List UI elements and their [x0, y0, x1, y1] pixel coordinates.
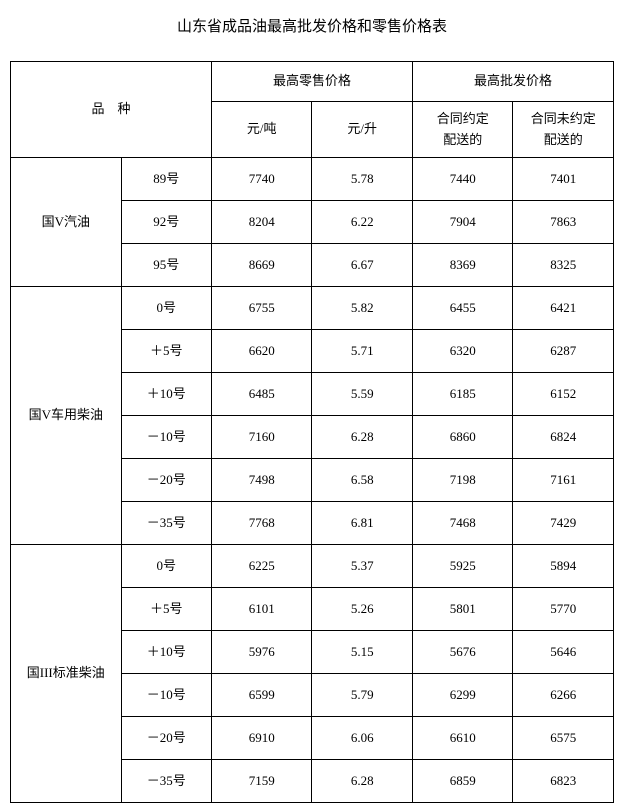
- cell-contract: 6185: [412, 373, 512, 416]
- cell-contract: 7198: [412, 459, 512, 502]
- cell-liter: 6.58: [312, 459, 413, 502]
- cell-liter: 6.28: [312, 760, 413, 803]
- cell-group-name: 国III标准柴油: [11, 545, 122, 803]
- cell-ton: 7768: [211, 502, 311, 545]
- col-yuan-per-ton: 元/吨: [211, 102, 311, 158]
- cell-liter: 5.37: [312, 545, 413, 588]
- cell-ton: 7160: [211, 416, 311, 459]
- cell-grade: －20号: [121, 717, 211, 760]
- cell-contract: 5801: [412, 588, 512, 631]
- cell-nocontract: 6575: [513, 717, 614, 760]
- cell-grade: －10号: [121, 674, 211, 717]
- col-category: 品 种: [11, 62, 212, 158]
- cell-group-name: 国V车用柴油: [11, 287, 122, 545]
- cell-grade: ＋10号: [121, 373, 211, 416]
- cell-nocontract: 5770: [513, 588, 614, 631]
- cell-liter: 6.06: [312, 717, 413, 760]
- cell-contract: 6320: [412, 330, 512, 373]
- cell-ton: 6620: [211, 330, 311, 373]
- cell-liter: 5.59: [312, 373, 413, 416]
- cell-grade: 92号: [121, 201, 211, 244]
- cell-ton: 6910: [211, 717, 311, 760]
- cell-nocontract: 6823: [513, 760, 614, 803]
- cell-contract: 6299: [412, 674, 512, 717]
- cell-grade: －35号: [121, 760, 211, 803]
- cell-ton: 5976: [211, 631, 311, 674]
- cell-contract: 5925: [412, 545, 512, 588]
- cell-liter: 5.79: [312, 674, 413, 717]
- cell-liter: 6.28: [312, 416, 413, 459]
- cell-contract: 6455: [412, 287, 512, 330]
- col-yuan-per-liter: 元/升: [312, 102, 413, 158]
- cell-nocontract: 6266: [513, 674, 614, 717]
- cell-contract: 5676: [412, 631, 512, 674]
- cell-contract: 6860: [412, 416, 512, 459]
- cell-ton: 6101: [211, 588, 311, 631]
- cell-nocontract: 8325: [513, 244, 614, 287]
- cell-liter: 5.26: [312, 588, 413, 631]
- table-body: 国V汽油89号77405.787440740192号82046.22790478…: [11, 158, 614, 803]
- cell-ton: 8669: [211, 244, 311, 287]
- table-row: 国V车用柴油0号67555.8264556421: [11, 287, 614, 330]
- cell-grade: 0号: [121, 287, 211, 330]
- col-wholesale-group: 最高批发价格: [412, 62, 613, 102]
- cell-liter: 5.82: [312, 287, 413, 330]
- cell-contract: 8369: [412, 244, 512, 287]
- cell-contract: 6610: [412, 717, 512, 760]
- cell-liter: 5.78: [312, 158, 413, 201]
- col-retail-group: 最高零售价格: [211, 62, 412, 102]
- cell-contract: 6859: [412, 760, 512, 803]
- cell-ton: 6755: [211, 287, 311, 330]
- cell-ton: 8204: [211, 201, 311, 244]
- cell-ton: 6599: [211, 674, 311, 717]
- cell-ton: 7159: [211, 760, 311, 803]
- cell-group-name: 国V汽油: [11, 158, 122, 287]
- table-row: 国V汽油89号77405.7874407401: [11, 158, 614, 201]
- cell-liter: 5.71: [312, 330, 413, 373]
- cell-grade: 0号: [121, 545, 211, 588]
- cell-contract: 7440: [412, 158, 512, 201]
- cell-nocontract: 5894: [513, 545, 614, 588]
- cell-liter: 6.67: [312, 244, 413, 287]
- cell-ton: 6485: [211, 373, 311, 416]
- col-contract-delivery: 合同约定配送的: [412, 102, 512, 158]
- cell-grade: 95号: [121, 244, 211, 287]
- cell-grade: ＋5号: [121, 330, 211, 373]
- cell-contract: 7468: [412, 502, 512, 545]
- cell-nocontract: 5646: [513, 631, 614, 674]
- cell-ton: 6225: [211, 545, 311, 588]
- table-header: 品 种最高零售价格最高批发价格元/吨元/升合同约定配送的合同未约定配送的: [11, 62, 614, 158]
- cell-ton: 7498: [211, 459, 311, 502]
- cell-liter: 6.22: [312, 201, 413, 244]
- cell-grade: －20号: [121, 459, 211, 502]
- cell-liter: 6.81: [312, 502, 413, 545]
- cell-grade: ＋10号: [121, 631, 211, 674]
- page-title: 山东省成品油最高批发价格和零售价格表: [10, 15, 614, 36]
- cell-nocontract: 7161: [513, 459, 614, 502]
- price-table: 品 种最高零售价格最高批发价格元/吨元/升合同约定配送的合同未约定配送的 国V汽…: [10, 61, 614, 803]
- cell-nocontract: 7863: [513, 201, 614, 244]
- cell-nocontract: 6152: [513, 373, 614, 416]
- cell-nocontract: 6824: [513, 416, 614, 459]
- cell-liter: 5.15: [312, 631, 413, 674]
- cell-contract: 7904: [412, 201, 512, 244]
- cell-nocontract: 7401: [513, 158, 614, 201]
- col-no-contract-delivery: 合同未约定配送的: [513, 102, 614, 158]
- cell-grade: －10号: [121, 416, 211, 459]
- cell-grade: ＋5号: [121, 588, 211, 631]
- cell-nocontract: 7429: [513, 502, 614, 545]
- cell-ton: 7740: [211, 158, 311, 201]
- cell-nocontract: 6421: [513, 287, 614, 330]
- cell-grade: －35号: [121, 502, 211, 545]
- cell-grade: 89号: [121, 158, 211, 201]
- cell-nocontract: 6287: [513, 330, 614, 373]
- table-row: 国III标准柴油0号62255.3759255894: [11, 545, 614, 588]
